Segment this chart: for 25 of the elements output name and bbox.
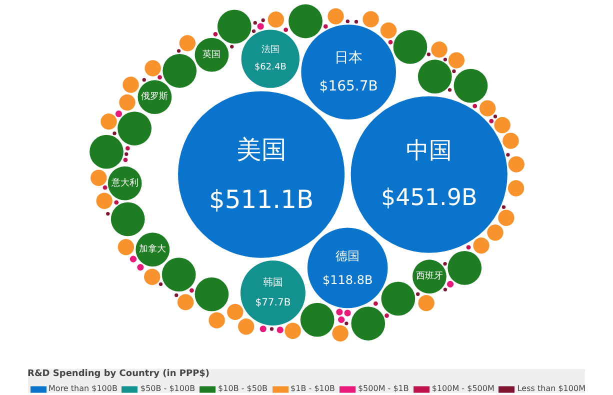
data-label: $77.7B	[255, 297, 291, 308]
category-label: 日本	[334, 50, 363, 66]
legend-label: $1B - $10B	[290, 384, 335, 393]
category-label: 美国	[236, 134, 286, 164]
category-label: 韩国	[262, 276, 283, 289]
legend-label: Less than $100M	[517, 384, 586, 393]
data-label: $165.7B	[319, 78, 378, 94]
legend-title: R&D Spending by Country (in PPP$)	[28, 369, 211, 379]
category-label: 意大利	[110, 177, 138, 188]
data-label: $451.9B	[380, 185, 478, 212]
data-label: $62.4B	[254, 62, 286, 73]
legend-label: More than $100B	[48, 384, 118, 393]
category-label: 加拿大	[139, 244, 166, 255]
category-label: 西班牙	[416, 270, 443, 282]
legend-label: $100M - $500M	[432, 384, 494, 393]
category-label: 英国	[202, 48, 221, 60]
category-label: 俄罗斯	[141, 91, 168, 102]
category-label: 中国	[406, 138, 452, 164]
data-label: $118.8B	[322, 273, 373, 288]
legend-label: $10B - $50B	[218, 384, 268, 393]
data-label: $511.1B	[208, 185, 314, 214]
category-label: 法国	[261, 44, 280, 56]
category-label: 德国	[336, 248, 360, 263]
legend-label: $500M - $1B	[358, 384, 409, 393]
legend-label: $50B - $100B	[140, 384, 196, 393]
